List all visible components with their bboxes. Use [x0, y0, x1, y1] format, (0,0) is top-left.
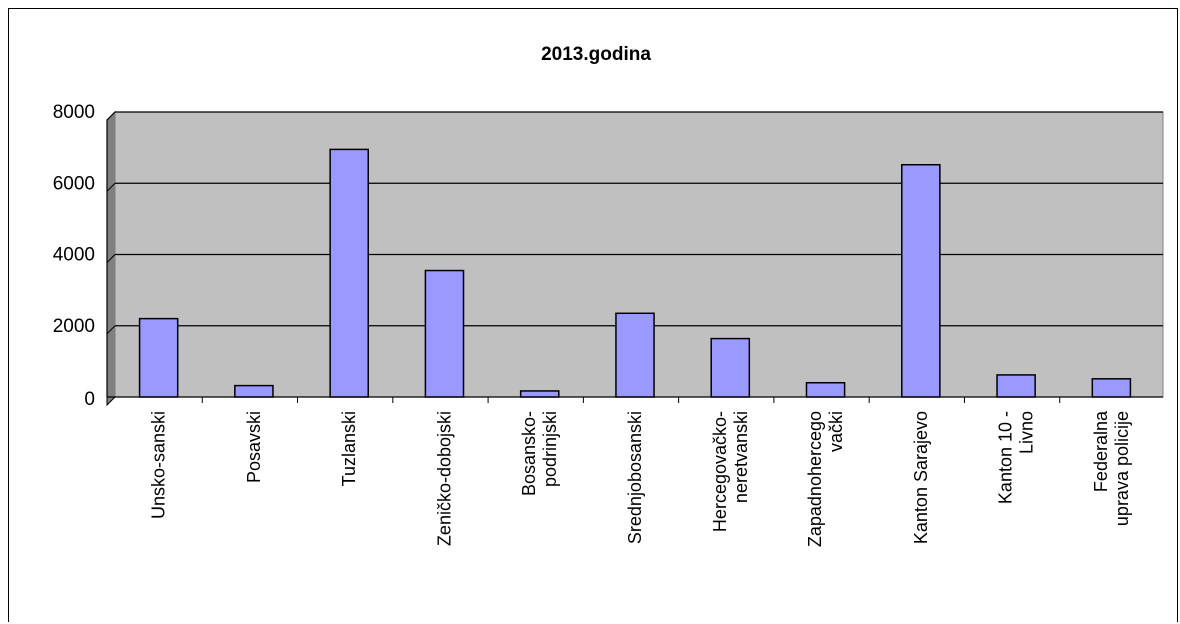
gridline-wall	[106, 325, 116, 335]
bar	[1091, 378, 1132, 398]
bar	[710, 337, 751, 398]
x-category-label: Livno	[1017, 411, 1037, 454]
bar	[138, 317, 179, 398]
x-category-label: Kanton Sarajevo	[911, 411, 931, 544]
x-category-label: podrinjski	[540, 411, 560, 487]
gridline-wall	[106, 111, 116, 121]
bar	[329, 148, 369, 398]
x-category-label: Federalna	[1091, 410, 1111, 492]
x-category-label: uprava policije	[1112, 411, 1132, 526]
y-tick-label: 0	[84, 389, 95, 410]
y-tick-label: 4000	[53, 245, 95, 266]
bar	[519, 390, 560, 398]
x-category-label: Srednjobosanski	[625, 411, 645, 544]
bar	[615, 312, 655, 398]
bar	[901, 163, 941, 398]
x-category-label: neretvanski	[731, 411, 751, 503]
y-tick-label: 6000	[53, 173, 95, 194]
bar	[805, 382, 846, 398]
x-category-label: Bosansko-	[519, 411, 539, 496]
x-category-label: Zeničko-dobojski	[434, 411, 454, 546]
chart-title: 2013.godina	[541, 44, 651, 65]
x-category-label: Posavski	[244, 411, 264, 483]
gridline-wall	[106, 182, 116, 192]
x-category-label: Tuzlanski	[339, 411, 359, 486]
x-category-label: Kanton 10 -	[996, 411, 1016, 504]
y-tick-label: 2000	[53, 316, 95, 337]
x-category-label: vački	[826, 411, 846, 452]
x-category-label: Zapadnohercego	[805, 411, 825, 547]
bar	[234, 384, 274, 398]
plot-area: 0 2000 4000 6000 8000 Unsko-sanski Posavski Tuz…	[53, 102, 1164, 547]
y-tick-label: 8000	[53, 102, 95, 123]
x-category-label: Hercegovačko-	[710, 411, 730, 532]
bar	[996, 374, 1036, 398]
x-category-label: Unsko-sanski	[149, 411, 169, 519]
gridline-wall	[106, 254, 116, 263]
bar	[424, 269, 465, 398]
